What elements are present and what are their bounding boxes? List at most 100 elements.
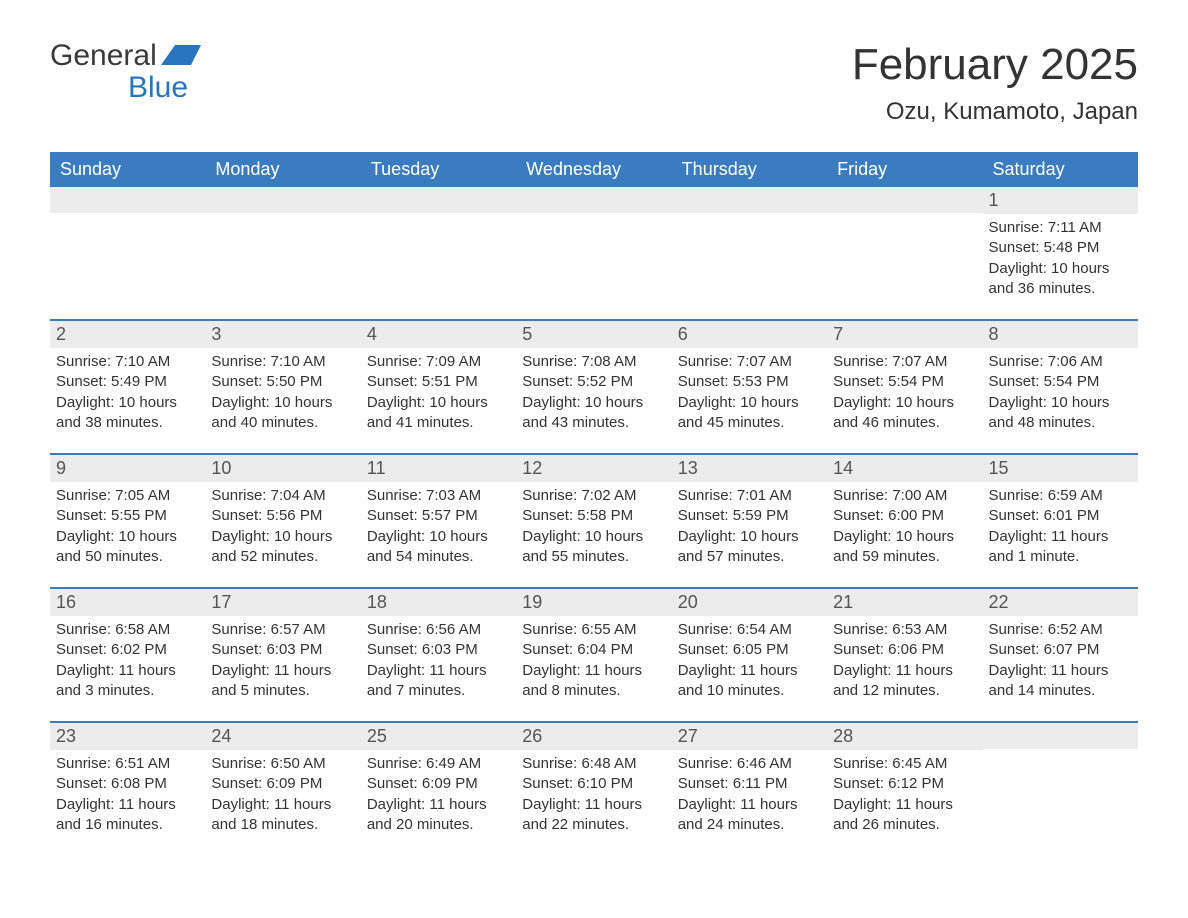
sunset-text: Sunset: 5:49 PM <box>56 372 199 392</box>
day-info: Sunrise: 6:54 AMSunset: 6:05 PMDaylight:… <box>678 620 821 701</box>
day-number: 4 <box>361 321 516 348</box>
day-info: Sunrise: 7:10 AMSunset: 5:49 PMDaylight:… <box>56 352 199 433</box>
daylight-text: Daylight: 11 hours and 24 minutes. <box>678 795 821 836</box>
daylight-text: Daylight: 10 hours and 36 minutes. <box>989 259 1132 300</box>
day-cell: 26Sunrise: 6:48 AMSunset: 6:10 PMDayligh… <box>516 723 671 841</box>
day-cell: 28Sunrise: 6:45 AMSunset: 6:12 PMDayligh… <box>827 723 982 841</box>
day-number: 27 <box>672 723 827 750</box>
day-number: 15 <box>983 455 1138 482</box>
daylight-text: Daylight: 11 hours and 1 minute. <box>989 527 1132 568</box>
daylight-text: Daylight: 10 hours and 55 minutes. <box>522 527 665 568</box>
sunset-text: Sunset: 6:03 PM <box>211 640 354 660</box>
calendar: SundayMondayTuesdayWednesdayThursdayFrid… <box>50 152 1138 841</box>
daylight-text: Daylight: 11 hours and 10 minutes. <box>678 661 821 702</box>
day-info: Sunrise: 6:56 AMSunset: 6:03 PMDaylight:… <box>367 620 510 701</box>
logo-line1: General <box>50 40 201 72</box>
sunset-text: Sunset: 6:08 PM <box>56 774 199 794</box>
daylight-text: Daylight: 10 hours and 46 minutes. <box>833 393 976 434</box>
weekday-header: Friday <box>827 152 982 187</box>
sunrise-text: Sunrise: 6:49 AM <box>367 754 510 774</box>
sunset-text: Sunset: 5:55 PM <box>56 506 199 526</box>
day-cell: 2 Sunrise: 7:10 AMSunset: 5:49 PMDaylight… <box>50 321 205 439</box>
sunset-text: Sunset: 5:56 PM <box>211 506 354 526</box>
day-cell: 15 Sunrise: 6:59 AMSunset: 6:01 PMDayligh… <box>983 455 1138 573</box>
day-cell: 16Sunrise: 6:58 AMSunset: 6:02 PMDayligh… <box>50 589 205 707</box>
day-number: 2 <box>50 321 205 348</box>
day-cell: 14Sunrise: 7:00 AMSunset: 6:00 PMDayligh… <box>827 455 982 573</box>
sunrise-text: Sunrise: 7:05 AM <box>56 486 199 506</box>
day-info: Sunrise: 7:04 AMSunset: 5:56 PMDaylight:… <box>211 486 354 567</box>
daylight-text: Daylight: 11 hours and 14 minutes. <box>989 661 1132 702</box>
day-info: Sunrise: 7:07 AMSunset: 5:54 PMDaylight:… <box>833 352 976 433</box>
sunrise-text: Sunrise: 6:56 AM <box>367 620 510 640</box>
sunset-text: Sunset: 6:02 PM <box>56 640 199 660</box>
week-row: 1 Sunrise: 7:11 AMSunset: 5:48 PMDaylight… <box>50 187 1138 305</box>
day-cell: 18Sunrise: 6:56 AMSunset: 6:03 PMDayligh… <box>361 589 516 707</box>
week-row: 9Sunrise: 7:05 AMSunset: 5:55 PMDaylight… <box>50 453 1138 573</box>
day-info: Sunrise: 7:05 AMSunset: 5:55 PMDaylight:… <box>56 486 199 567</box>
week-row: 23Sunrise: 6:51 AMSunset: 6:08 PMDayligh… <box>50 721 1138 841</box>
sunrise-text: Sunrise: 6:48 AM <box>522 754 665 774</box>
day-info: Sunrise: 7:11 AMSunset: 5:48 PMDaylight:… <box>989 218 1132 299</box>
day-info: Sunrise: 6:59 AMSunset: 6:01 PMDaylight:… <box>989 486 1132 567</box>
day-cell <box>827 187 982 305</box>
day-number: 9 <box>50 455 205 482</box>
day-cell: 10Sunrise: 7:04 AMSunset: 5:56 PMDayligh… <box>205 455 360 573</box>
sunset-text: Sunset: 6:01 PM <box>989 506 1132 526</box>
weekday-header-row: SundayMondayTuesdayWednesdayThursdayFrid… <box>50 152 1138 187</box>
logo-text-general: General <box>50 40 157 72</box>
day-cell: 9 Sunrise: 7:05 AMSunset: 5:55 PMDaylight… <box>50 455 205 573</box>
sunset-text: Sunset: 6:12 PM <box>833 774 976 794</box>
daylight-text: Daylight: 11 hours and 26 minutes. <box>833 795 976 836</box>
daylight-text: Daylight: 10 hours and 45 minutes. <box>678 393 821 434</box>
sunset-text: Sunset: 6:06 PM <box>833 640 976 660</box>
day-cell: 11Sunrise: 7:03 AMSunset: 5:57 PMDayligh… <box>361 455 516 573</box>
day-cell: 1 Sunrise: 7:11 AMSunset: 5:48 PMDaylight… <box>983 187 1138 305</box>
daylight-text: Daylight: 11 hours and 12 minutes. <box>833 661 976 702</box>
sunset-text: Sunset: 6:11 PM <box>678 774 821 794</box>
sunset-text: Sunset: 5:58 PM <box>522 506 665 526</box>
day-cell: 17Sunrise: 6:57 AMSunset: 6:03 PMDayligh… <box>205 589 360 707</box>
weekday-header: Saturday <box>983 152 1138 187</box>
day-info: Sunrise: 6:46 AMSunset: 6:11 PMDaylight:… <box>678 754 821 835</box>
weekday-header: Wednesday <box>516 152 671 187</box>
day-number: 5 <box>516 321 671 348</box>
day-info: Sunrise: 7:10 AMSunset: 5:50 PMDaylight:… <box>211 352 354 433</box>
day-info: Sunrise: 7:02 AMSunset: 5:58 PMDaylight:… <box>522 486 665 567</box>
week-row: 2 Sunrise: 7:10 AMSunset: 5:49 PMDaylight… <box>50 319 1138 439</box>
day-cell: 22Sunrise: 6:52 AMSunset: 6:07 PMDayligh… <box>983 589 1138 707</box>
sunrise-text: Sunrise: 7:07 AM <box>678 352 821 372</box>
day-cell <box>516 187 671 305</box>
month-title: February 2025 <box>852 40 1138 90</box>
logo-text-blue: Blue <box>50 72 201 104</box>
day-number: 1 <box>983 187 1138 214</box>
sunrise-text: Sunrise: 7:00 AM <box>833 486 976 506</box>
sunrise-text: Sunrise: 6:50 AM <box>211 754 354 774</box>
day-number: 16 <box>50 589 205 616</box>
sunrise-text: Sunrise: 7:01 AM <box>678 486 821 506</box>
daylight-text: Daylight: 11 hours and 8 minutes. <box>522 661 665 702</box>
day-number: 22 <box>983 589 1138 616</box>
day-number <box>361 187 516 213</box>
day-info: Sunrise: 7:09 AMSunset: 5:51 PMDaylight:… <box>367 352 510 433</box>
sunset-text: Sunset: 5:54 PM <box>833 372 976 392</box>
day-number: 23 <box>50 723 205 750</box>
day-info: Sunrise: 7:07 AMSunset: 5:53 PMDaylight:… <box>678 352 821 433</box>
sunrise-text: Sunrise: 7:09 AM <box>367 352 510 372</box>
sunrise-text: Sunrise: 6:59 AM <box>989 486 1132 506</box>
sunrise-text: Sunrise: 7:04 AM <box>211 486 354 506</box>
weekday-header: Tuesday <box>361 152 516 187</box>
sunrise-text: Sunrise: 6:45 AM <box>833 754 976 774</box>
day-cell: 3Sunrise: 7:10 AMSunset: 5:50 PMDaylight… <box>205 321 360 439</box>
header: General Blue February 2025 Ozu, Kumamoto… <box>50 40 1138 126</box>
daylight-text: Daylight: 11 hours and 22 minutes. <box>522 795 665 836</box>
day-cell <box>205 187 360 305</box>
day-number: 7 <box>827 321 982 348</box>
sunrise-text: Sunrise: 7:08 AM <box>522 352 665 372</box>
day-number <box>205 187 360 213</box>
day-number: 14 <box>827 455 982 482</box>
sunset-text: Sunset: 6:03 PM <box>367 640 510 660</box>
day-cell: 6Sunrise: 7:07 AMSunset: 5:53 PMDaylight… <box>672 321 827 439</box>
daylight-text: Daylight: 10 hours and 52 minutes. <box>211 527 354 568</box>
flag-icon <box>161 40 201 72</box>
